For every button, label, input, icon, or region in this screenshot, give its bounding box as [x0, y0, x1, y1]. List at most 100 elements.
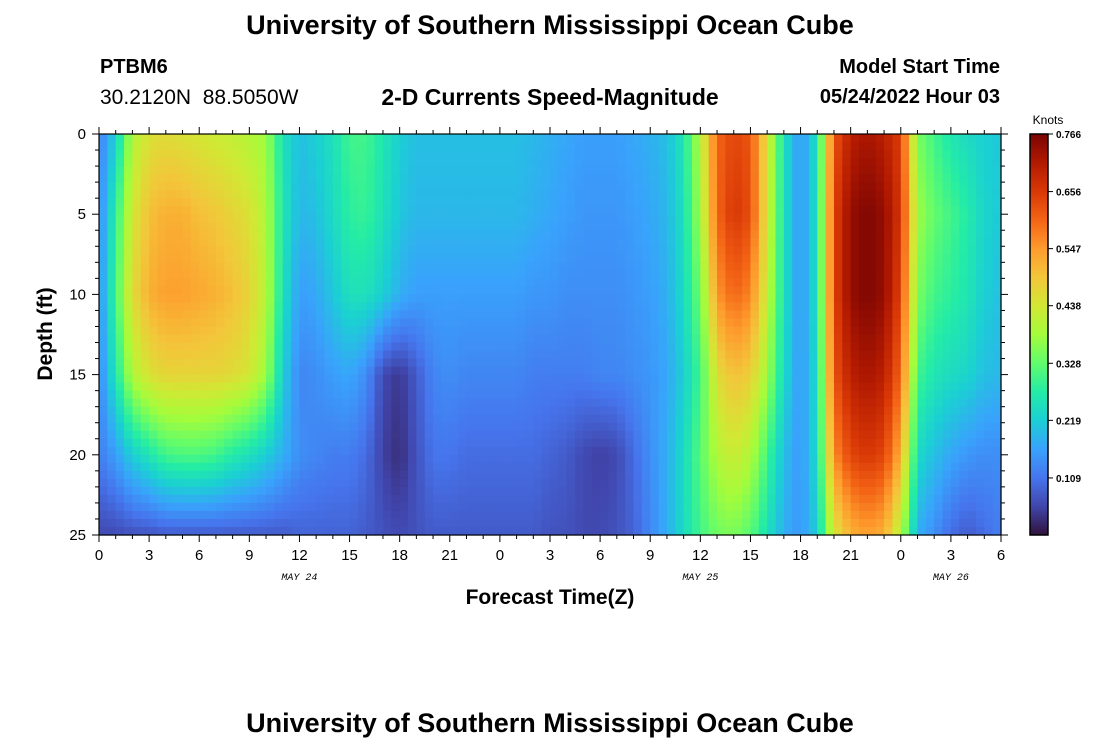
heatmap-cell	[800, 326, 810, 336]
heatmap-cell	[199, 334, 209, 344]
heatmap-cell	[491, 294, 501, 304]
heatmap-cell	[499, 214, 509, 223]
heatmap-cell	[867, 166, 877, 175]
heatmap-cell	[959, 374, 969, 384]
heatmap-cell	[182, 158, 192, 167]
heatmap-cell	[149, 350, 159, 360]
heatmap-cell	[942, 374, 952, 384]
heatmap-cell	[524, 382, 534, 392]
heatmap-cell	[975, 294, 985, 304]
heatmap-cell	[266, 358, 275, 368]
heatmap-cell	[291, 478, 301, 488]
heatmap-cell	[808, 342, 818, 352]
heatmap-cell	[399, 190, 409, 199]
heatmap-cell	[190, 478, 200, 488]
heatmap-cell	[190, 214, 200, 223]
heatmap-cell	[449, 198, 459, 207]
heatmap-cell	[959, 158, 969, 167]
heatmap-cell	[399, 486, 409, 496]
heatmap-cell	[224, 502, 234, 512]
heatmap-cell	[524, 494, 534, 504]
heatmap-cell	[733, 222, 743, 231]
heatmap-cell	[783, 310, 793, 320]
heatmap-cell	[291, 374, 301, 384]
heatmap-cell	[909, 270, 919, 279]
heatmap-cell	[825, 374, 835, 384]
heatmap-cell	[291, 406, 301, 416]
heatmap-cell	[224, 350, 234, 360]
heatmap-cell	[808, 222, 818, 231]
heatmap-cell	[307, 254, 317, 263]
heatmap-cell	[683, 398, 693, 408]
heatmap-cell	[215, 134, 225, 143]
heatmap-cell	[491, 382, 501, 392]
heatmap-cell	[499, 134, 509, 143]
heatmap-cell	[825, 430, 835, 440]
heatmap-cell	[833, 486, 843, 496]
heatmap-cell	[575, 382, 585, 392]
heatmap-cell	[257, 190, 267, 199]
heatmap-cell	[391, 390, 401, 400]
heatmap-cell	[466, 134, 476, 143]
heatmap-cell	[825, 358, 835, 368]
heatmap-cell	[758, 150, 768, 159]
heatmap-cell	[833, 470, 843, 480]
heatmap-cell	[399, 278, 409, 287]
heatmap-cell	[483, 334, 493, 344]
heatmap-cell	[975, 494, 985, 504]
heatmap-cell	[859, 406, 868, 416]
heatmap-cell	[892, 422, 902, 432]
heatmap-cell	[416, 206, 426, 215]
heatmap-cell	[825, 262, 835, 271]
heatmap-cell	[299, 214, 309, 223]
heatmap-cell	[382, 334, 392, 344]
heatmap-cell	[767, 446, 777, 456]
heatmap-cell	[892, 142, 902, 151]
heatmap-cell	[825, 246, 835, 255]
heatmap-cell	[199, 342, 209, 352]
heatmap-cell	[282, 270, 292, 279]
heatmap-cell	[850, 238, 860, 247]
heatmap-cell	[725, 254, 735, 263]
heatmap-cell	[950, 238, 960, 247]
heatmap-cell	[992, 430, 1002, 440]
heatmap-cell	[149, 174, 159, 183]
heatmap-cell	[859, 422, 868, 432]
heatmap-cell	[550, 190, 559, 199]
heatmap-cell	[274, 422, 284, 432]
heatmap-cell	[299, 374, 309, 384]
heatmap-cell	[942, 238, 952, 247]
heatmap-cell	[733, 358, 743, 368]
heatmap-cell	[842, 182, 852, 191]
heatmap-cell	[950, 198, 960, 207]
heatmap-cell	[441, 190, 451, 199]
heatmap-cell	[165, 326, 175, 336]
heatmap-cell	[516, 382, 526, 392]
heatmap-cell	[758, 398, 768, 408]
heatmap-cell	[382, 318, 392, 328]
heatmap-cell	[658, 438, 668, 448]
heatmap-cell	[132, 134, 142, 143]
heatmap-cell	[182, 334, 192, 344]
heatmap-cell	[491, 310, 501, 320]
heatmap-cell	[900, 134, 910, 143]
heatmap-cell	[349, 302, 359, 312]
heatmap-cell	[850, 390, 860, 400]
heatmap-cell	[967, 350, 977, 360]
heatmap-cell	[909, 278, 919, 287]
heatmap-cell	[408, 446, 417, 456]
heatmap-cell	[516, 350, 526, 360]
heatmap-cell	[909, 158, 919, 167]
heatmap-cell	[165, 470, 175, 480]
heatmap-cell	[249, 390, 259, 400]
heatmap-cell	[967, 486, 977, 496]
heatmap-cell	[650, 398, 660, 408]
heatmap-cell	[650, 342, 660, 352]
heatmap-cell	[424, 478, 434, 488]
heatmap-cell	[458, 254, 468, 263]
heatmap-cell	[992, 286, 1002, 295]
heatmap-cell	[758, 238, 768, 247]
heatmap-cell	[524, 374, 534, 384]
heatmap-cell	[240, 422, 250, 432]
heatmap-cell	[950, 190, 960, 199]
